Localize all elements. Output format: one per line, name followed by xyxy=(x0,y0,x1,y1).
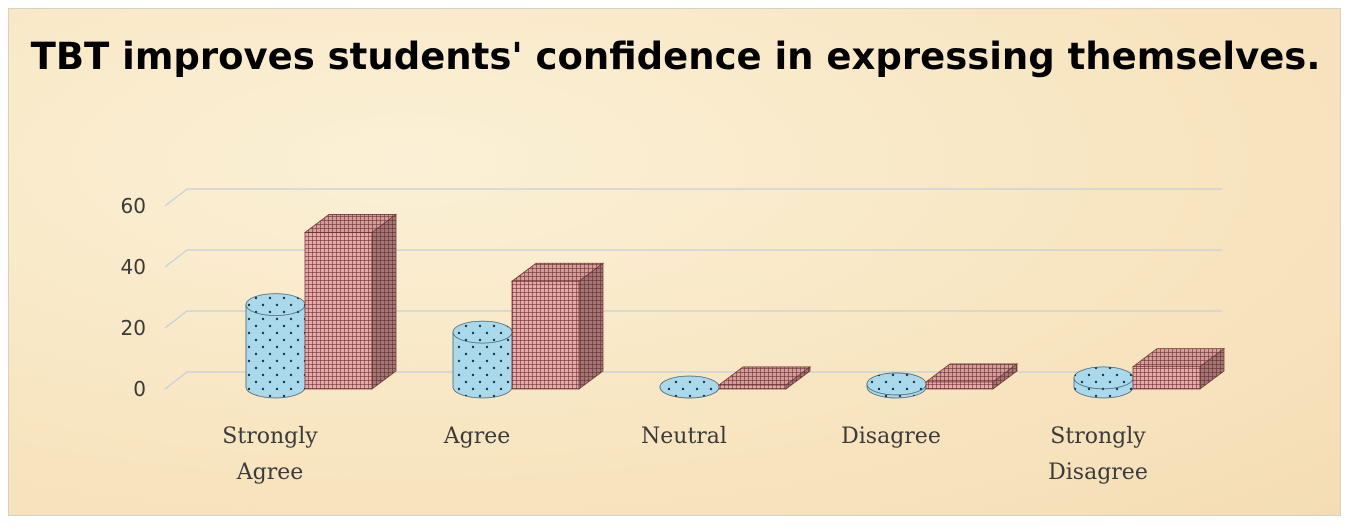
x-tick-label: Disagree xyxy=(841,424,941,449)
bar xyxy=(245,293,306,399)
bar xyxy=(1073,366,1134,399)
chart-title: TBT improves students' confidence in exp… xyxy=(30,35,1321,78)
bar-top-pattern xyxy=(453,321,512,344)
bar xyxy=(452,320,513,399)
bar-front-pattern xyxy=(512,281,579,389)
x-tick-label: Strongly Disagree xyxy=(1048,424,1148,485)
bar xyxy=(1131,347,1226,390)
y-tick-label: 60 xyxy=(121,194,146,218)
y-tick-label: 0 xyxy=(133,377,146,401)
x-tick-label: Strongly Agree xyxy=(222,424,318,485)
bars xyxy=(245,213,1226,399)
bar-group xyxy=(452,262,605,399)
gridline xyxy=(164,188,188,207)
gridline xyxy=(164,249,188,268)
bar-pattern xyxy=(453,332,512,399)
bar-side-pattern xyxy=(993,363,1017,389)
bar-top-pattern xyxy=(926,363,1017,382)
y-axis: 0 20 40 60 xyxy=(121,194,146,401)
bar-group xyxy=(659,366,812,399)
bar xyxy=(303,213,398,390)
bar-front-pattern xyxy=(719,384,786,389)
y-tick-label: 20 xyxy=(121,316,146,340)
chart-area xyxy=(8,8,1341,516)
bar-top-pattern xyxy=(246,293,305,316)
bar-group xyxy=(866,363,1019,399)
bar xyxy=(924,363,1019,390)
bar-top-pattern xyxy=(512,263,603,282)
bar-side-pattern xyxy=(579,263,603,389)
bar-top-pattern xyxy=(305,214,396,233)
bar-side-pattern xyxy=(786,366,810,389)
bar-top-pattern xyxy=(1133,348,1224,367)
bar-pattern xyxy=(246,304,305,399)
y-tick-label: 40 xyxy=(121,255,146,279)
gridline xyxy=(164,310,188,329)
bar-group xyxy=(245,213,398,399)
bar xyxy=(717,366,812,390)
bar xyxy=(510,262,605,390)
bar-front-pattern xyxy=(305,232,372,389)
bar-top-pattern xyxy=(867,372,926,395)
bar xyxy=(866,372,927,399)
bar xyxy=(659,375,720,399)
x-axis: Strongly Agree Agree Neutral Disagree Strongl… xyxy=(222,424,1148,485)
bar-front-pattern xyxy=(1133,366,1200,389)
bar-top-pattern xyxy=(719,366,810,385)
bar-side-pattern xyxy=(372,214,396,389)
bar-top-pattern xyxy=(660,376,719,398)
bar-top-pattern xyxy=(1074,366,1133,389)
x-tick-label: Neutral xyxy=(641,424,727,449)
gridline xyxy=(164,371,188,390)
bar-front-pattern xyxy=(926,381,993,389)
bar-group xyxy=(1073,347,1226,399)
bar-side-pattern xyxy=(1200,348,1224,389)
x-tick-label: Agree xyxy=(443,424,511,449)
